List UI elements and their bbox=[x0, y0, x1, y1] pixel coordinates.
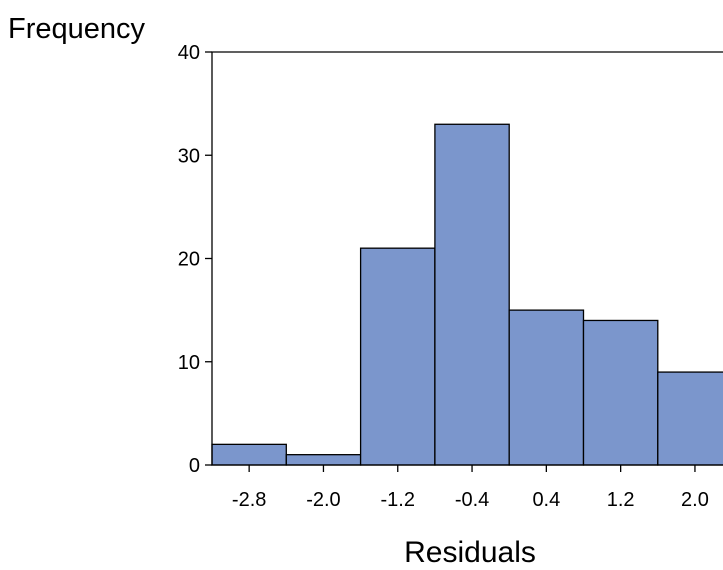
histogram-bar bbox=[211, 443, 287, 466]
histogram-bar bbox=[508, 309, 585, 466]
histogram-bar bbox=[359, 247, 436, 466]
histogram-bar bbox=[285, 454, 362, 466]
y-tick-label: 20 bbox=[178, 249, 200, 271]
y-tick-label: 40 bbox=[178, 42, 200, 64]
y-tick-label: 0 bbox=[189, 455, 200, 477]
y-tick-label: 30 bbox=[178, 145, 200, 167]
x-tick-label: -0.4 bbox=[455, 489, 489, 511]
x-tick-label: -2.8 bbox=[232, 489, 266, 511]
x-tick-label: 2.0 bbox=[681, 489, 709, 511]
histogram-bar bbox=[582, 319, 659, 466]
x-axis-title: Residuals bbox=[404, 536, 536, 569]
x-tick-label: 0.4 bbox=[532, 489, 560, 511]
y-tick-label: 10 bbox=[178, 352, 200, 374]
plot-area: 0 10 20 30 40 -2.8 -2.0 -1.2 -0.4 0.4 1.2 2.0 bbox=[178, 42, 723, 511]
x-tick-label: -2.0 bbox=[306, 489, 340, 511]
x-tick-label: 1.2 bbox=[607, 489, 635, 511]
y-axis-title: Frequency bbox=[8, 13, 146, 45]
histogram-bar bbox=[657, 371, 723, 466]
histogram-bar bbox=[434, 123, 510, 466]
x-tick-label: -1.2 bbox=[381, 489, 415, 511]
